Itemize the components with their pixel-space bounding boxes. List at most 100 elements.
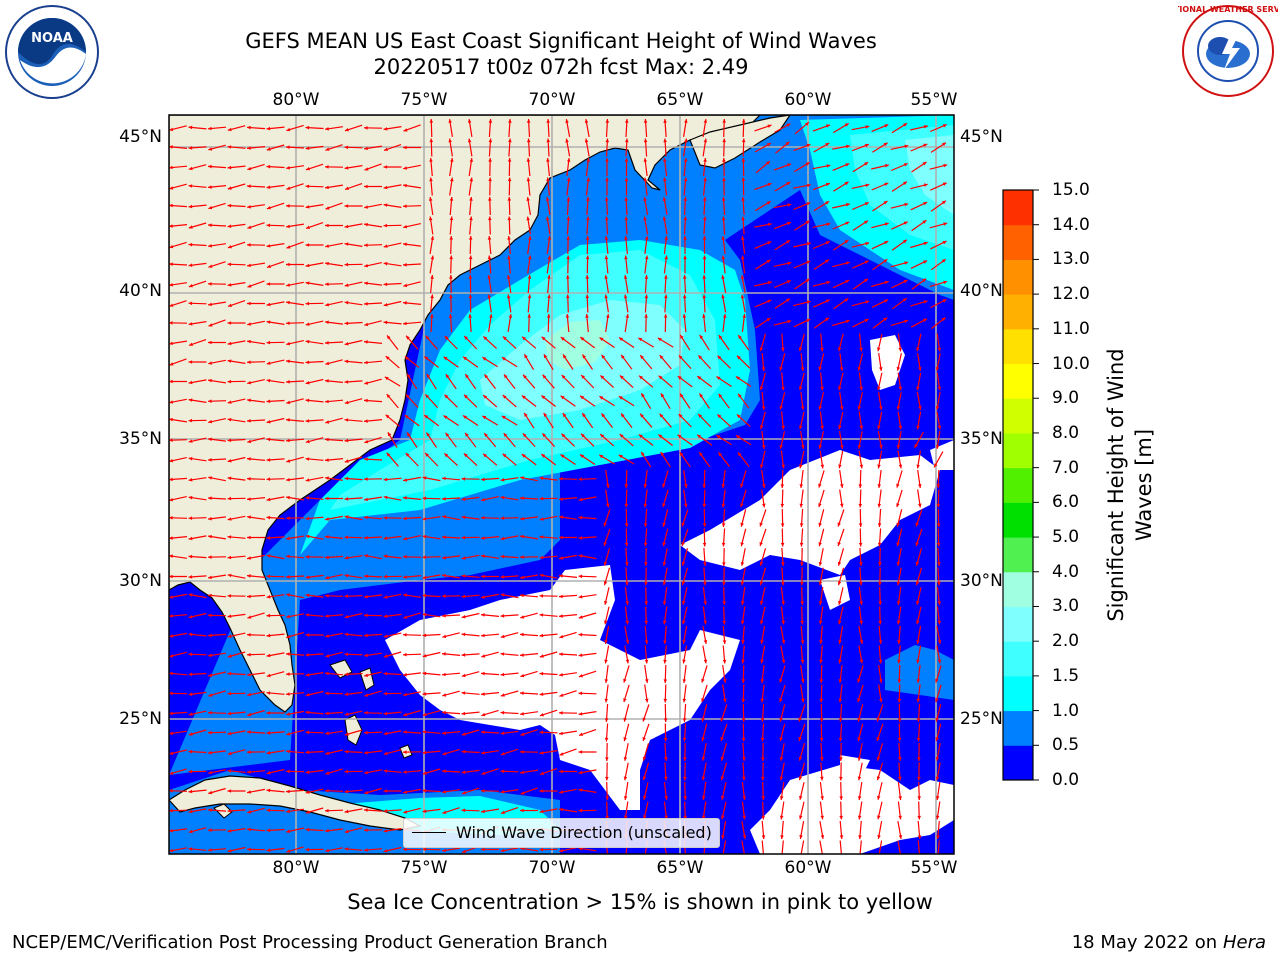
wave-direction-arrowhead (208, 302, 212, 307)
wave-direction-arrowhead (227, 359, 232, 363)
wave-direction-arrowhead (227, 224, 232, 228)
wave-direction-arrowhead (800, 406, 805, 410)
wave-direction-arrowhead (266, 515, 271, 520)
wave-direction-arrowhead (619, 434, 624, 438)
wave-direction-arrowhead (799, 523, 804, 527)
wave-direction-arrowhead (527, 314, 531, 318)
wave-direction-arrowhead (169, 321, 173, 325)
wave-direction-arrowhead (500, 672, 505, 677)
wave-direction-arrowhead (762, 503, 766, 508)
wave-direction-arrowhead (383, 127, 388, 131)
wave-direction-arrowhead (838, 737, 843, 742)
wave-direction-arrowhead (188, 712, 193, 716)
wave-direction-arrowhead (266, 437, 271, 442)
wave-direction-arrowhead (208, 361, 212, 365)
wave-direction-arrowhead (448, 314, 453, 318)
wave-direction-arrowhead (923, 143, 928, 147)
wave-direction-arrowhead (344, 615, 349, 619)
footer-date-text: 18 May 2022 on (1071, 932, 1218, 953)
wave-direction-arrowhead (800, 581, 804, 586)
wave-direction-arrowhead (839, 796, 843, 800)
wave-direction-arrowhead (364, 457, 368, 461)
wave-direction-arrowhead (426, 432, 430, 437)
wave-direction-arrowhead (524, 412, 528, 417)
wave-direction-arrowhead (922, 162, 927, 166)
wave-direction-arrowhead (169, 303, 174, 307)
wave-direction-arrowhead (541, 336, 546, 341)
wave-direction-arrowhead (581, 433, 585, 438)
wave-direction-arrowhead (806, 242, 811, 246)
wave-direction-arrowhead (703, 197, 707, 201)
wave-direction-arrowhead (422, 671, 427, 676)
wave-direction-arrowhead (679, 452, 684, 457)
wave-direction-arrowhead (761, 776, 765, 781)
wave-direction-arrowhead (740, 522, 744, 527)
wave-direction-arrowhead (935, 757, 940, 761)
wave-direction-arrowhead (422, 654, 427, 658)
colorbar-swatch (1003, 363, 1033, 399)
wave-direction-arrowhead (286, 634, 291, 639)
wave-direction-arrowhead (546, 314, 551, 318)
wave-direction-arrowhead (169, 634, 173, 638)
wave-direction-arrowhead (502, 336, 507, 341)
wave-direction-arrowhead (559, 769, 563, 774)
wave-direction-arrowhead (448, 138, 452, 143)
wave-direction-arrowhead (286, 652, 290, 656)
wave-direction-arrowhead (720, 756, 725, 761)
wave-direction-arrowhead (742, 757, 746, 761)
wave-direction-arrowhead (779, 717, 783, 722)
wave-direction-arrowhead (839, 815, 843, 820)
wave-direction-arrowhead (403, 847, 407, 852)
wave-direction-arrowhead (605, 119, 610, 123)
wave-direction-arrowhead (623, 776, 628, 781)
wave-direction-arrowhead (606, 503, 610, 508)
lat-label-left-40n: 40°N (119, 281, 162, 301)
wave-direction-arrowhead (664, 275, 668, 279)
wave-direction-arrowhead (500, 614, 505, 618)
wave-direction-arrowhead (539, 496, 544, 501)
wave-direction-arrowhead (247, 633, 251, 637)
wave-direction-arrowhead (935, 678, 939, 683)
wave-direction-arrowhead (565, 119, 569, 123)
wave-direction-arrowhead (585, 294, 590, 299)
wave-direction-arrowhead (902, 298, 907, 302)
wave-direction-arrowhead (227, 614, 232, 618)
wave-direction-arrowhead (487, 294, 491, 299)
wave-direction-arrowhead (662, 216, 667, 221)
wave-direction-arrowhead (449, 294, 453, 299)
wave-direction-arrowhead (286, 477, 290, 482)
wave-direction-arrowhead (422, 593, 427, 598)
wave-direction-arrowhead (208, 323, 213, 327)
wave-direction-arrowhead (642, 776, 647, 781)
wave-direction-arrowhead (266, 554, 271, 558)
wave-direction-arrowhead (468, 236, 473, 240)
wave-direction-arrowhead (761, 815, 765, 820)
wave-direction-arrowhead (718, 452, 723, 457)
wave-direction-arrowhead (682, 698, 687, 703)
wave-direction-arrowhead (741, 255, 745, 260)
wave-direction-arrowhead (623, 737, 627, 742)
wave-direction-arrowhead (227, 459, 232, 463)
wave-direction-arrowhead (877, 542, 882, 547)
wave-direction-arrowhead (188, 301, 193, 306)
wave-direction-arrowhead (247, 339, 251, 344)
wave-direction-arrowhead (740, 275, 745, 279)
wave-direction-arrowhead (904, 261, 909, 265)
wave-direction-arrowhead (741, 216, 745, 221)
wave-direction-arrowhead (403, 301, 407, 305)
wave-direction-arrowhead (916, 679, 921, 683)
wave-direction-arrowhead (578, 595, 583, 599)
wave-direction-arrowhead (169, 554, 173, 558)
wave-direction-arrowhead (425, 335, 430, 340)
wave-direction-arrowhead (306, 225, 310, 229)
wave-direction-arrowhead (503, 433, 508, 437)
wave-direction-arrowhead (325, 147, 330, 151)
wave-direction-arrowhead (325, 399, 329, 404)
wave-direction-arrowhead (208, 593, 212, 598)
wave-direction-arrowhead (878, 601, 882, 605)
wave-direction-arrowhead (425, 394, 430, 399)
wave-direction-arrowhead (305, 496, 310, 500)
wave-direction-arrowhead (429, 177, 433, 182)
wave-direction-arrowhead (720, 737, 724, 741)
wave-direction-arrowhead (542, 374, 547, 379)
